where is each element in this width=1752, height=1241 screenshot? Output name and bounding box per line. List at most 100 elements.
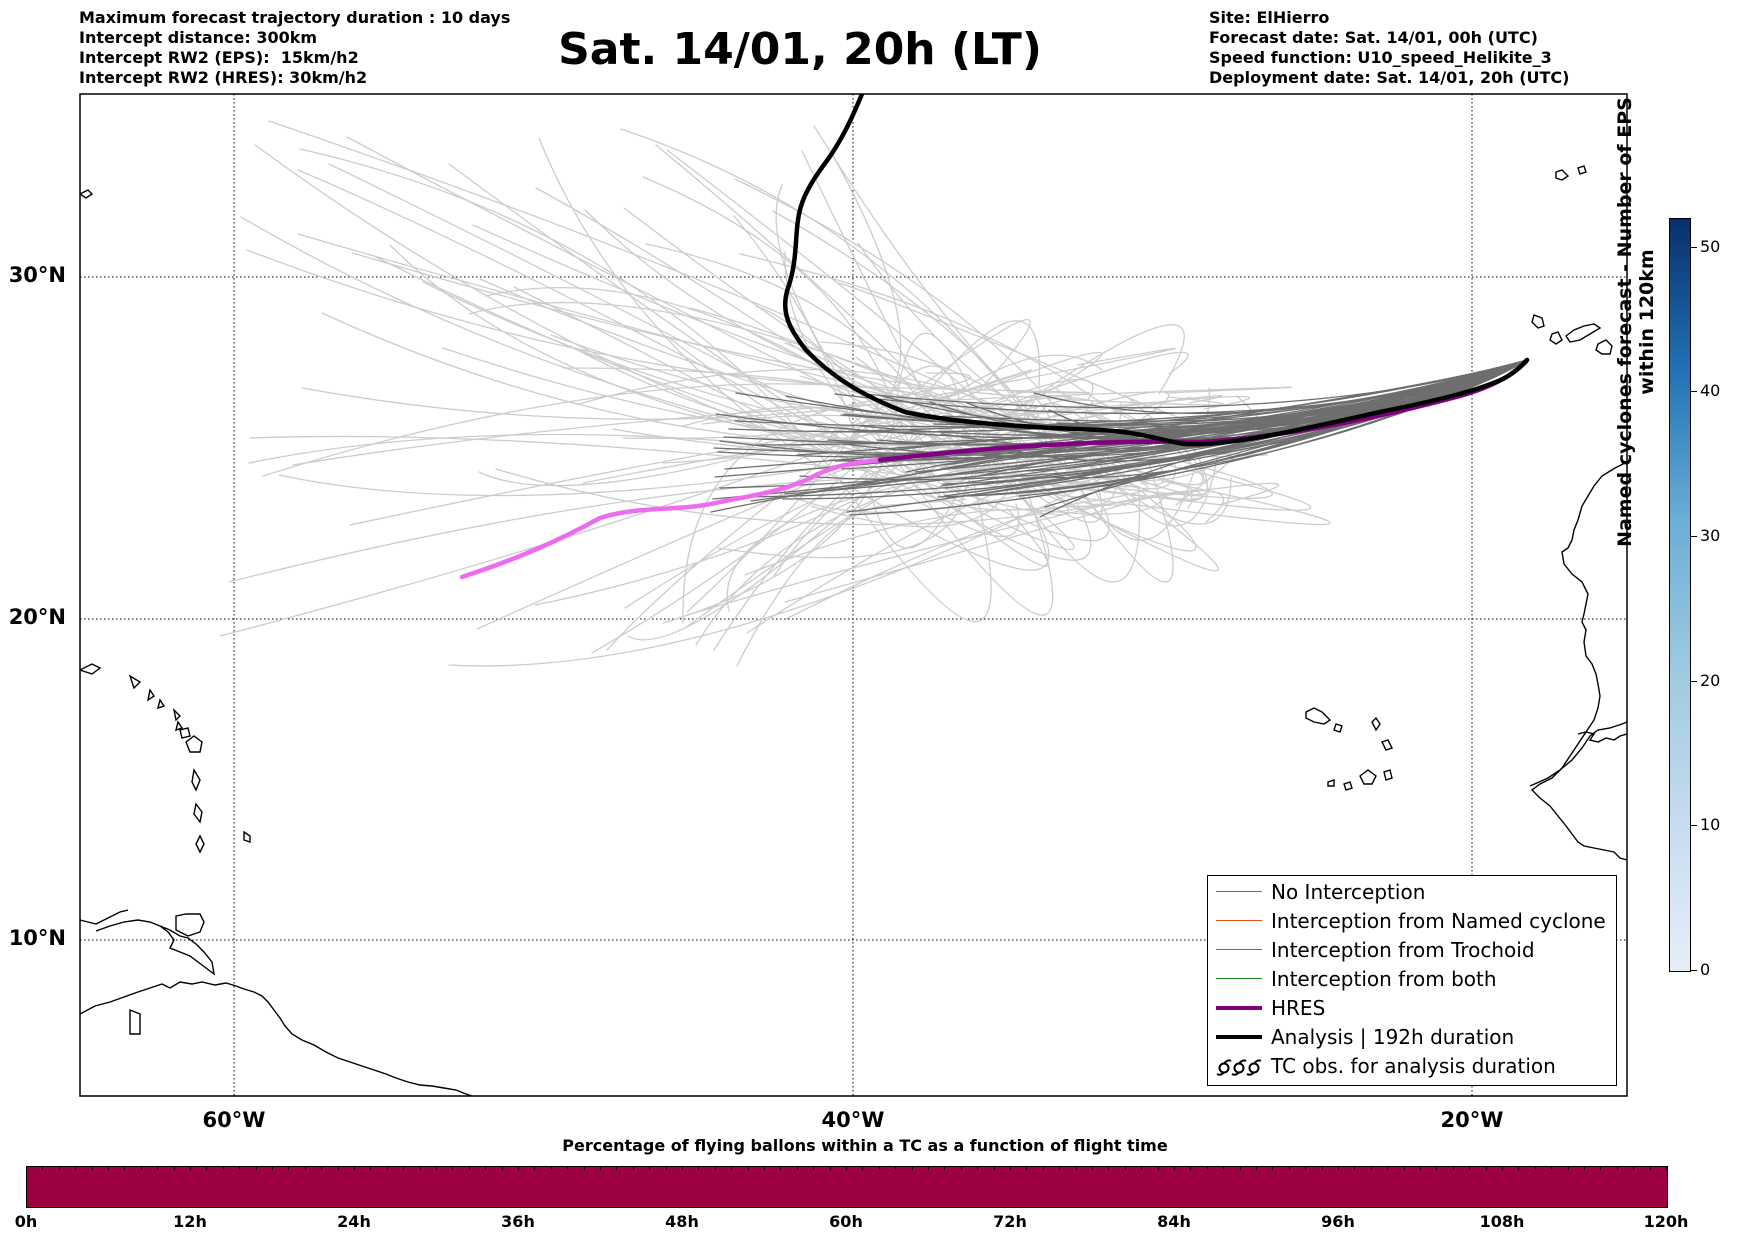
island-canary-tenerife — [1531, 314, 1545, 329]
legend-item: TC obs. for analysis duration — [1208, 1053, 1616, 1079]
time-bar-tick — [518, 1166, 519, 1170]
colorbar-tick-label: 0 — [1700, 960, 1711, 979]
time-bar-tick — [108, 1166, 109, 1170]
island-madeira — [1555, 165, 1587, 181]
time-bar-label: 96h — [1321, 1212, 1355, 1231]
ensemble-trajectory — [744, 493, 1166, 576]
time-bar-tick — [1010, 1166, 1011, 1170]
island-guadeloupe — [185, 735, 203, 753]
legend-item: Analysis | 192h duration — [1208, 1024, 1616, 1050]
time-bar-tick — [321, 1166, 323, 1170]
time-bar-tick — [304, 1166, 306, 1170]
time-bar-tick — [960, 1166, 962, 1170]
time-bar-label: 60h — [829, 1212, 863, 1231]
tc-symbol-icon — [1216, 1059, 1262, 1076]
time-bar-label: 72h — [993, 1212, 1027, 1231]
legend-thick-swatch — [1216, 1006, 1262, 1010]
colorbar-tick — [1691, 825, 1697, 826]
time-bar-label: 24h — [337, 1212, 371, 1231]
coastline-africa-bulge — [1529, 721, 1627, 787]
colorbar-label: Named cyclones forecast - Number of EPS … — [1614, 97, 1658, 547]
legend-item: No Interception — [1208, 879, 1616, 905]
time-bar-tick — [632, 1166, 634, 1170]
time-bar-tick — [157, 1166, 159, 1170]
ensemble-trajectory — [478, 369, 1033, 487]
header-right-line: Deployment date: Sat. 14/01, 20h (UTC) — [1209, 68, 1570, 87]
island-cape-verde-east — [1381, 739, 1393, 781]
time-bar-tick — [468, 1166, 470, 1170]
legend-line-swatch — [1216, 949, 1262, 950]
time-bar-tick — [26, 1166, 27, 1170]
lat-label: 20°N — [8, 605, 66, 629]
lat-label: 30°N — [8, 263, 66, 287]
colorbar-tick — [1691, 247, 1697, 248]
time-bar-tick — [1666, 1166, 1667, 1170]
lon-label: 20°W — [1440, 1108, 1504, 1132]
time-bar-tick — [1190, 1166, 1192, 1170]
time-bar-tick — [616, 1166, 618, 1170]
time-bar-tick — [764, 1166, 765, 1170]
time-bar-tick — [206, 1166, 208, 1170]
ensemble-trajectory — [240, 216, 1312, 511]
header-right-info: Site: ElHierro Forecast date: Sat. 14/01… — [1209, 8, 1569, 88]
hres-trajectory-extension — [459, 457, 883, 580]
time-bar-tick — [1600, 1166, 1602, 1170]
legend-label: Interception from Named cyclone — [1271, 909, 1606, 933]
time-bar-tick — [124, 1166, 126, 1170]
time-bar-tick — [42, 1166, 44, 1170]
time-bar — [26, 1166, 1668, 1208]
time-bar-tick — [1534, 1166, 1536, 1170]
header-left-info: Maximum forecast trajectory duration : 1… — [79, 8, 510, 88]
ensemble-trajectory — [739, 359, 1528, 498]
ensemble-trajectory — [278, 396, 1192, 497]
header-left-line: Maximum forecast trajectory duration : 1… — [79, 8, 511, 27]
island-cape-verde-north — [1305, 707, 1381, 733]
time-bar-tick — [878, 1166, 880, 1170]
coastline-senegal-details — [1577, 731, 1627, 743]
time-bar-tick — [1518, 1166, 1520, 1170]
time-bar-tick — [665, 1166, 667, 1170]
time-bar-tick — [239, 1166, 241, 1170]
legend-label: TC obs. for analysis duration — [1271, 1054, 1556, 1078]
time-bar-tick — [682, 1166, 683, 1170]
colorbar-tick — [1691, 681, 1697, 682]
header-left-line: Intercept distance: 300km — [79, 28, 318, 47]
time-bar-tick — [1239, 1166, 1241, 1170]
time-bar-tick — [1092, 1166, 1093, 1170]
time-bar-tick — [1649, 1166, 1651, 1170]
analysis-trajectory — [782, 94, 1530, 447]
time-bar-tick — [1272, 1166, 1274, 1170]
legend-item: Interception from both — [1208, 966, 1616, 992]
time-bar-tick — [1370, 1166, 1372, 1170]
legend-label: Analysis | 192h duration — [1271, 1025, 1515, 1049]
legend-item: HRES — [1208, 995, 1616, 1021]
time-bar-tick — [534, 1166, 536, 1170]
ensemble-trajectory — [911, 359, 1528, 441]
time-bar-tick — [583, 1166, 585, 1170]
time-bar-label: 48h — [665, 1212, 699, 1231]
time-bar-tick — [714, 1166, 716, 1170]
lon-label: 60°W — [202, 1108, 266, 1132]
time-bar-tick — [370, 1166, 372, 1170]
legend-item: Interception from Trochoid — [1208, 937, 1616, 963]
colorbar-tick — [1691, 391, 1697, 392]
time-bar-tick — [993, 1166, 995, 1170]
ensemble-trajectory — [662, 332, 970, 624]
time-bar-tick — [255, 1166, 257, 1170]
time-bar-tick — [1387, 1166, 1389, 1170]
header-right-line: Speed function: U10_speed_Helikite_3 — [1209, 48, 1552, 67]
island-canary-lanzarote — [1595, 339, 1613, 355]
island-trinidad — [175, 913, 205, 937]
time-bar-tick — [1485, 1166, 1487, 1170]
time-bar-tick — [928, 1166, 929, 1170]
time-bar-tick — [895, 1166, 897, 1170]
ensemble-trajectory — [862, 359, 1528, 485]
ensemble-trajectory — [297, 169, 1075, 551]
ensemble-trajectory — [736, 498, 967, 667]
time-bar-tick — [600, 1166, 601, 1170]
header-left-line: Intercept RW2 (HRES): 30km/h2 — [79, 68, 368, 87]
time-bar-tick — [1108, 1166, 1110, 1170]
time-bar-tick — [1338, 1166, 1339, 1170]
time-bar-tick — [58, 1166, 60, 1170]
colorbar-tick-label: 20 — [1700, 671, 1721, 690]
